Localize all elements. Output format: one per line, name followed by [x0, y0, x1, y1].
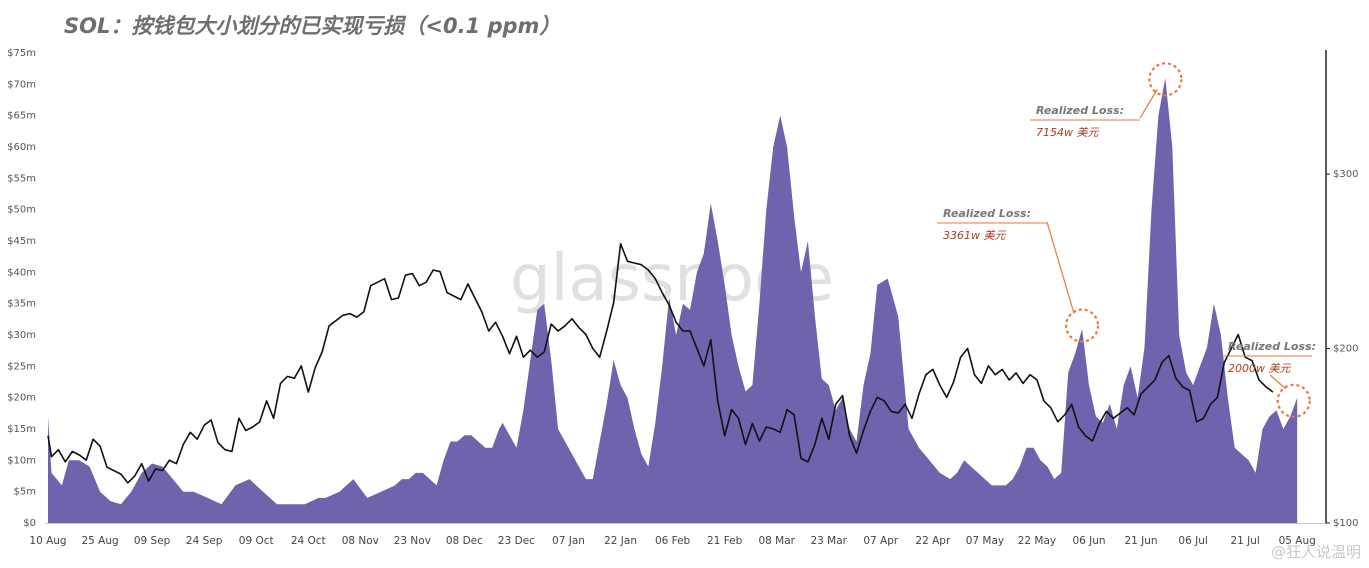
- x-tick-label: 06 Jun: [1072, 535, 1105, 547]
- sol-price-line: [47, 243, 1274, 484]
- x-tick-label: 05 Aug: [1279, 535, 1316, 547]
- x-tick-label: 06 Feb: [655, 535, 691, 547]
- x-tick-label: 21 Jul: [1230, 535, 1259, 547]
- y-right-tick-label: $300: [1333, 169, 1358, 180]
- annotation-value: 2000w 美元: [1228, 362, 1291, 375]
- chart-title: SOL：按钱包大小划分的已实现亏损（<0.1 ppm）: [64, 14, 561, 38]
- annotation-value: 7154w 美元: [1036, 126, 1099, 139]
- x-tick-label: 08 Dec: [446, 535, 483, 547]
- x-tick-label: 21 Jun: [1124, 535, 1157, 547]
- x-tick-label: 08 Mar: [758, 535, 795, 547]
- y-left-tick-label: $25m: [7, 361, 36, 372]
- x-tick-label: 24 Oct: [291, 535, 326, 547]
- left-y-axis: $0 $5m $10m $15m $20m $25m $30m $35m $40m $45m $50…: [7, 48, 36, 529]
- highlight-circle: [1148, 62, 1183, 97]
- annotation-value: 3361w 美元: [943, 229, 1006, 242]
- annotation-arrow: [1139, 88, 1158, 119]
- x-tick-label: 23 Dec: [498, 535, 535, 547]
- y-left-tick-label: $75m: [7, 48, 36, 59]
- x-tick-label: 07 Jan: [552, 535, 585, 547]
- x-axis: 10 Aug 25 Aug 09 Sep 24 Sep 09 Oct 24 Oct 08 N…: [29, 523, 1326, 547]
- highlight-circle: [1064, 308, 1100, 343]
- y-left-tick-label: $40m: [7, 267, 36, 278]
- annotation-arrow: [1269, 374, 1287, 390]
- x-tick-label: 08 Nov: [342, 535, 379, 547]
- x-tick-label: 21 Feb: [707, 535, 743, 547]
- annotation-label: Realized Loss:: [1228, 340, 1316, 353]
- x-tick-label: 09 Oct: [239, 535, 274, 547]
- y-left-tick-label: $60m: [7, 142, 36, 153]
- x-tick-label: 07 Apr: [863, 535, 899, 547]
- highlight-circle: [1276, 383, 1311, 418]
- y-left-tick-label: $35m: [7, 299, 36, 310]
- y-left-tick-label: $5m: [14, 487, 36, 498]
- x-tick-label: 23 Nov: [394, 535, 431, 547]
- corner-watermark: @狂人说温明: [1270, 543, 1361, 561]
- y-left-tick-label: $20m: [7, 393, 36, 404]
- x-tick-label: 25 Aug: [81, 535, 118, 547]
- y-left-tick-label: $0: [23, 518, 36, 529]
- y-left-tick-label: $70m: [7, 79, 36, 90]
- x-tick-label: 07 May: [966, 535, 1004, 547]
- y-left-tick-label: $50m: [7, 205, 36, 216]
- annotation-arrow: [1046, 221, 1075, 314]
- y-left-tick-label: $30m: [7, 330, 36, 341]
- price-line-layer: [47, 243, 1274, 484]
- y-left-tick-label: $65m: [7, 111, 36, 122]
- x-tick-label: 10 Aug: [29, 535, 66, 547]
- annotations: Realized Loss: 7154w 美元 Realized Loss: 3361…: [937, 62, 1316, 418]
- y-left-tick-label: $10m: [7, 455, 36, 466]
- right-y-axis: $100 $200 $300: [1325, 50, 1358, 529]
- realized-loss-area: [48, 78, 1298, 523]
- annotation-label: Realized Loss:: [943, 207, 1031, 220]
- realized-loss-area-layer: [48, 78, 1298, 523]
- y-right-tick-label: $200: [1333, 344, 1358, 355]
- x-tick-label: 22 Jan: [604, 535, 637, 547]
- x-tick-label: 09 Sep: [134, 535, 171, 547]
- x-tick-label: 06 Jul: [1178, 535, 1207, 547]
- y-left-tick-label: $55m: [7, 173, 36, 184]
- x-tick-label: 23 Mar: [810, 535, 847, 547]
- y-left-tick-label: $15m: [7, 424, 36, 435]
- y-left-tick-label: $45m: [7, 236, 36, 247]
- y-right-tick-label: $100: [1333, 518, 1358, 529]
- annotation-label: Realized Loss:: [1036, 104, 1124, 117]
- x-tick-label: 22 Apr: [915, 535, 951, 547]
- x-tick-label: 22 May: [1018, 535, 1056, 547]
- x-tick-label: 24 Sep: [186, 535, 223, 547]
